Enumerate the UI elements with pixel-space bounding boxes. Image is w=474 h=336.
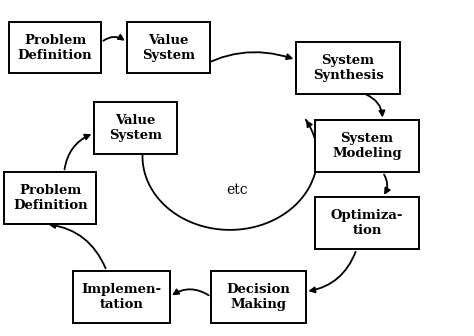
FancyBboxPatch shape bbox=[296, 42, 400, 93]
Text: Problem
Definition: Problem Definition bbox=[13, 184, 88, 212]
FancyBboxPatch shape bbox=[315, 120, 419, 172]
Text: System
Synthesis: System Synthesis bbox=[313, 54, 383, 82]
Text: Decision
Making: Decision Making bbox=[226, 283, 290, 311]
Text: etc: etc bbox=[226, 183, 248, 197]
Text: Optimiza-
tion: Optimiza- tion bbox=[331, 209, 403, 237]
Text: Value
System: Value System bbox=[142, 34, 195, 61]
FancyBboxPatch shape bbox=[94, 102, 177, 154]
FancyBboxPatch shape bbox=[4, 172, 96, 224]
FancyBboxPatch shape bbox=[9, 22, 101, 74]
Text: Problem
Definition: Problem Definition bbox=[18, 34, 92, 61]
FancyBboxPatch shape bbox=[211, 271, 306, 323]
Text: Implemen-
tation: Implemen- tation bbox=[81, 283, 161, 311]
Text: System
Modeling: System Modeling bbox=[332, 132, 402, 160]
Text: Value
System: Value System bbox=[109, 114, 162, 142]
FancyBboxPatch shape bbox=[127, 22, 210, 74]
FancyBboxPatch shape bbox=[73, 271, 170, 323]
FancyBboxPatch shape bbox=[315, 197, 419, 249]
